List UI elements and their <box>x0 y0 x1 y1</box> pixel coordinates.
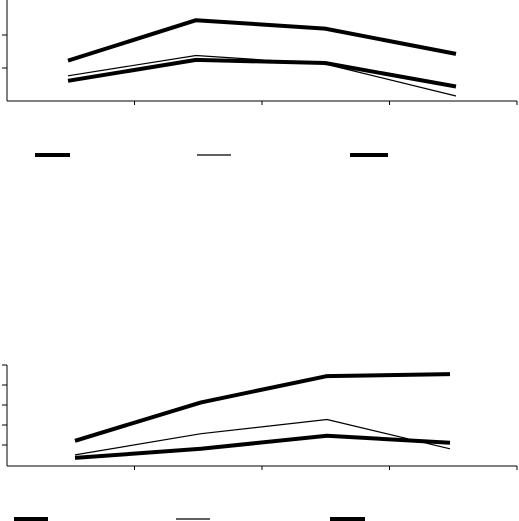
series-line-2 <box>74 418 451 456</box>
series-line-3 <box>67 57 457 89</box>
series-line-3 <box>74 433 451 460</box>
series-line-1 <box>67 18 457 63</box>
series-line-1 <box>74 372 451 443</box>
